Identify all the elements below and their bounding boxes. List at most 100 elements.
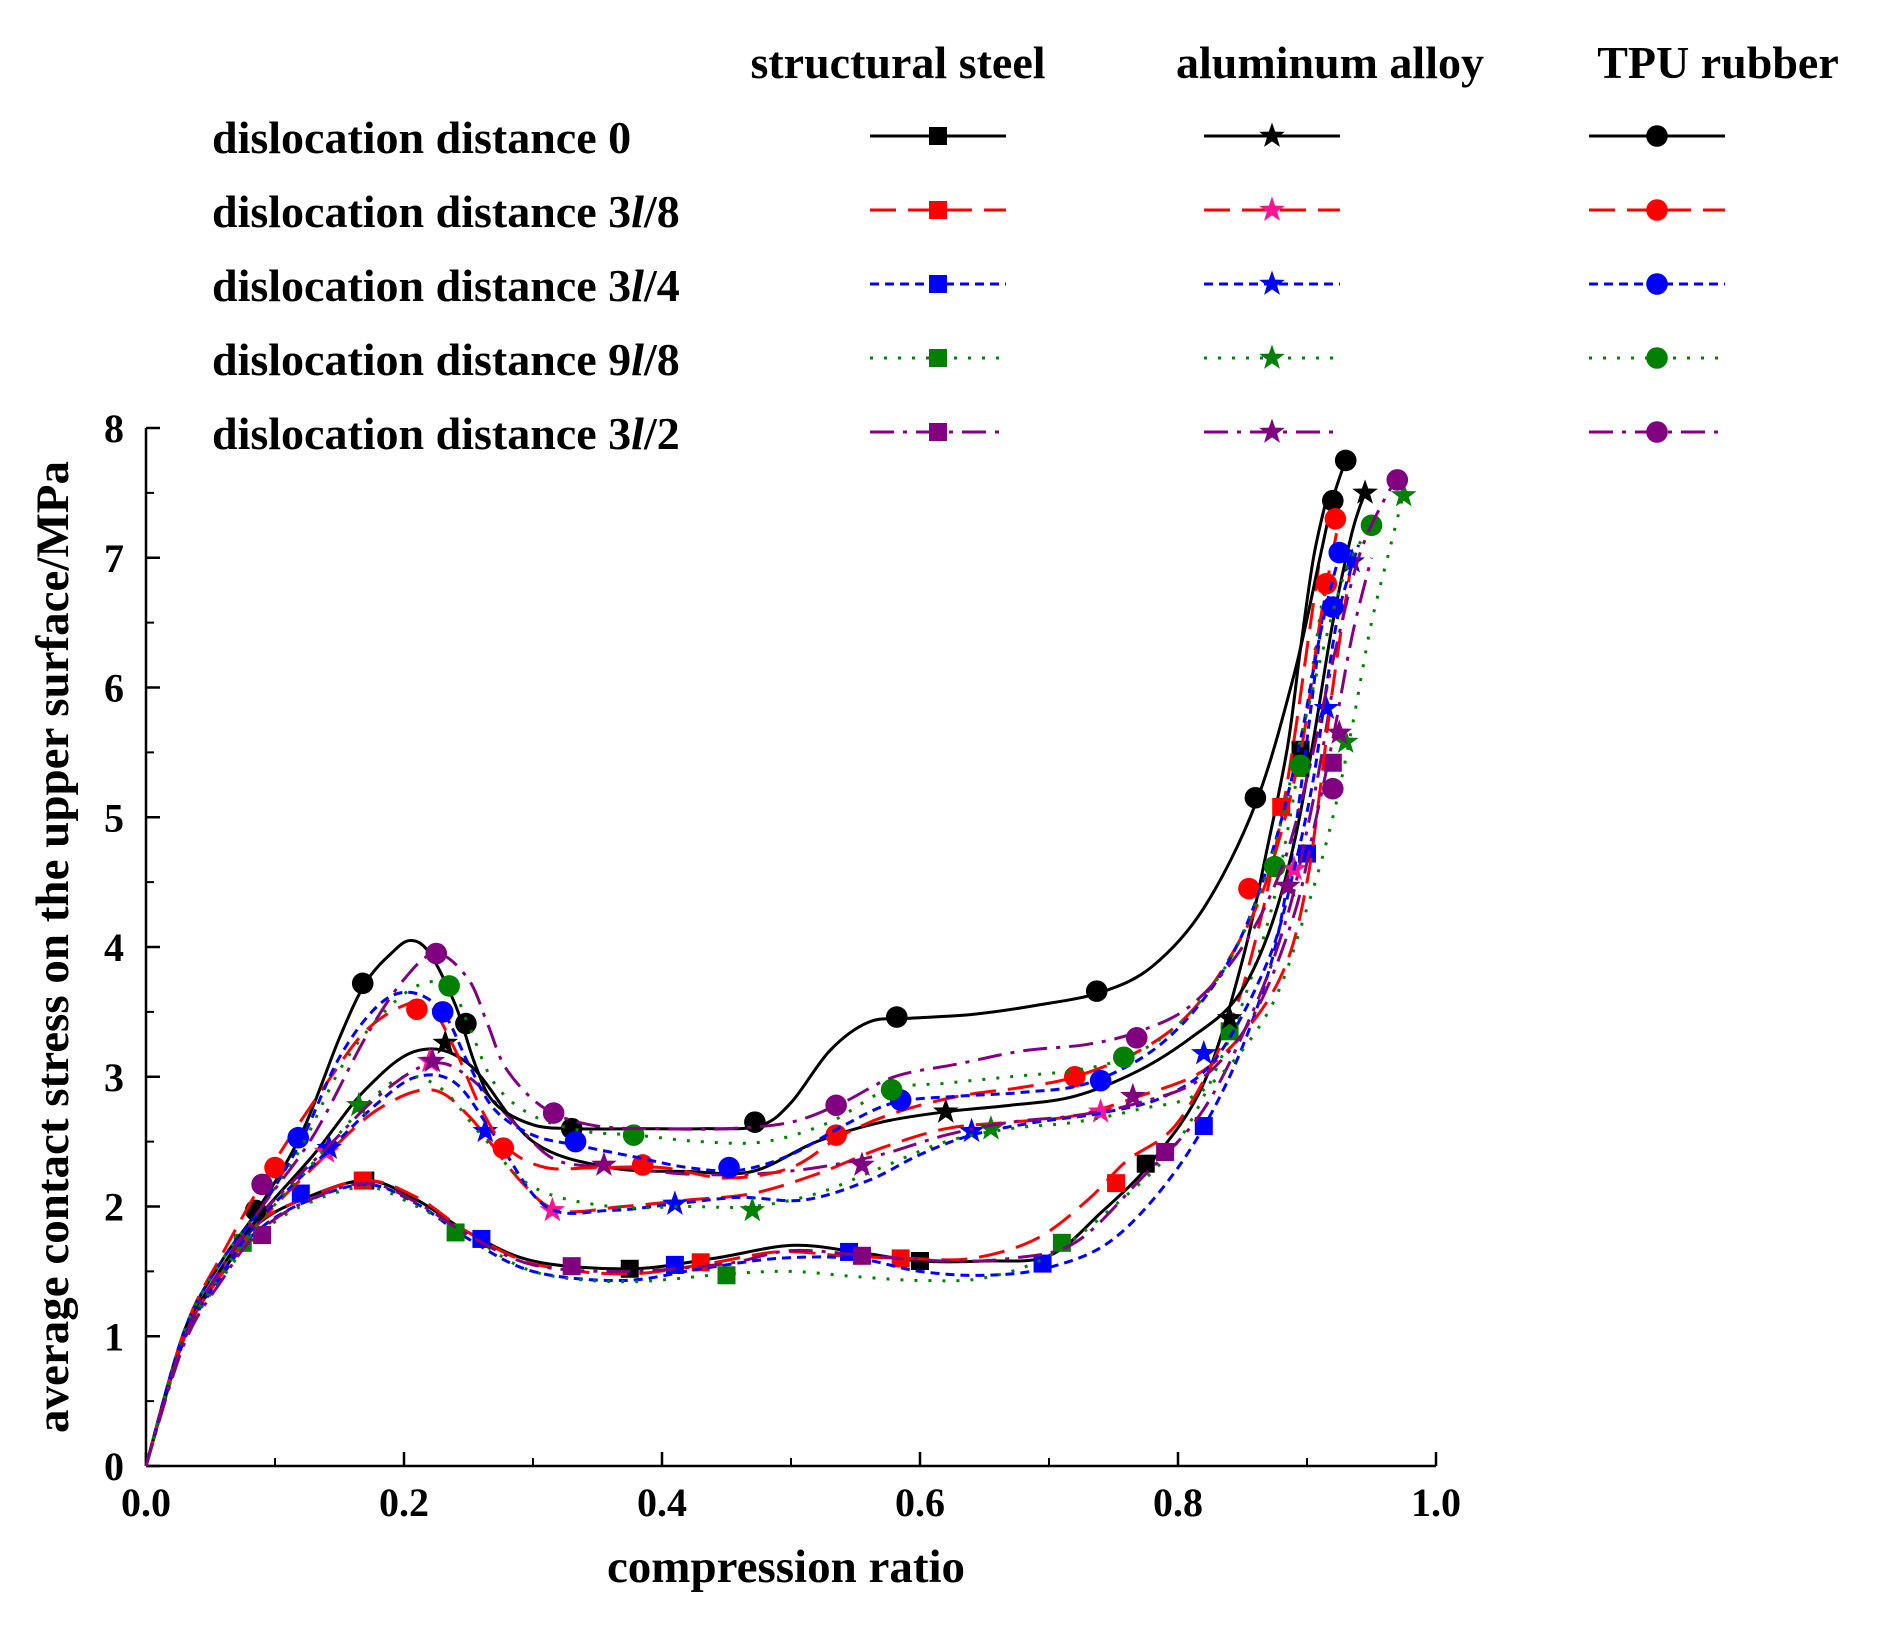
legend-swatch-aluminum-d0 [1204, 122, 1340, 147]
data-point [739, 1196, 766, 1222]
legend-swatch-marker [1646, 273, 1668, 295]
series-tpu-d0 [144, 449, 1357, 1467]
x-tick-label: 1.0 [1411, 1480, 1461, 1525]
data-point [446, 1223, 465, 1242]
series-line [144, 687, 1335, 1467]
data-point [1390, 481, 1417, 507]
data-point [1289, 754, 1312, 777]
series-aluminum-d32 [144, 557, 1373, 1467]
axes [144, 428, 1436, 1468]
series-tpu-d98 [144, 514, 1383, 1467]
series-steel-d34 [144, 583, 1328, 1467]
legend-header-steel: structural steel [750, 37, 1045, 88]
data-point [1326, 719, 1353, 744]
data-point [406, 998, 428, 1021]
data-point [1064, 1065, 1086, 1088]
series-aluminum-d38 [144, 557, 1354, 1467]
legend-swatch-tpu-d98 [1589, 347, 1725, 369]
legend-swatch-tpu-d34 [1589, 273, 1725, 295]
data-point [1216, 1004, 1243, 1030]
legend-row-label-d38: dislocation distance 3l/8 [212, 186, 680, 237]
data-point [351, 972, 374, 995]
y-tick-label: 2 [104, 1185, 124, 1230]
data-point [665, 1255, 684, 1274]
legend-swatch-marker [1646, 421, 1668, 443]
data-point [1033, 1254, 1052, 1273]
series-line [144, 492, 1367, 1467]
data-point [1328, 541, 1351, 564]
legend-header-aluminum: aluminum alloy [1176, 37, 1484, 88]
series-aluminum-d34 [144, 544, 1365, 1467]
series-line [144, 459, 1348, 1467]
legend-swatch-steel-d32 [870, 423, 1006, 441]
legend-swatch-aluminum-d98 [1204, 344, 1340, 369]
data-point [419, 1047, 446, 1073]
legend-swatch-tpu-d38 [1589, 199, 1725, 221]
data-point [849, 1151, 875, 1176]
legend-swatch-steel-d34 [870, 275, 1006, 293]
data-point [717, 1266, 736, 1285]
data-point [287, 1126, 310, 1149]
data-point [291, 1184, 310, 1203]
x-tick-label: 0.0 [121, 1480, 171, 1525]
legend-swatch-steel-d98 [870, 349, 1006, 367]
series-tpu-d32 [144, 469, 1409, 1467]
data-point [825, 1124, 847, 1146]
legend-swatch-marker [1259, 196, 1285, 221]
series-steel-d98 [144, 570, 1328, 1467]
legend-swatch-marker [929, 423, 947, 441]
series-layer [144, 449, 1417, 1467]
series-line [144, 570, 1328, 1467]
series-line [144, 499, 1328, 1467]
data-point [1334, 449, 1357, 472]
data-point [492, 1137, 515, 1159]
series-aluminum-d0 [144, 479, 1378, 1467]
data-point [1089, 1069, 1112, 1092]
legend-swatch-tpu-d0 [1589, 125, 1725, 147]
data-point [1324, 508, 1347, 530]
data-point [1194, 1117, 1213, 1136]
data-point [880, 1078, 903, 1101]
data-point [1125, 1027, 1148, 1049]
legend-row-label-d0: dislocation distance 0 [212, 112, 631, 163]
data-point [852, 1246, 871, 1265]
data-point [1322, 777, 1344, 800]
data-point [438, 975, 460, 997]
legend-row-label-d98: dislocation distance 9l/8 [212, 334, 680, 385]
data-point [1107, 1174, 1126, 1193]
data-point [564, 1130, 587, 1153]
legend-swatch-marker [929, 201, 947, 219]
data-point [1156, 1143, 1175, 1162]
data-point [455, 1012, 477, 1035]
legend-header-tpu: TPU rubber [1597, 37, 1839, 88]
data-point [539, 1196, 566, 1222]
data-point [1322, 489, 1344, 512]
legend-swatch-marker [1259, 344, 1285, 369]
series-tpu-d38 [144, 508, 1347, 1467]
series-line [144, 548, 1353, 1467]
data-point [1190, 1039, 1217, 1065]
legend-swatch-marker [929, 349, 947, 367]
legend-swatch-aluminum-d38 [1204, 196, 1340, 221]
x-tick-label: 0.6 [895, 1480, 945, 1525]
data-point [1315, 572, 1338, 595]
series-line [144, 557, 1373, 1467]
y-tick-label: 8 [104, 406, 124, 451]
series-line [144, 524, 1373, 1467]
data-point [591, 1151, 617, 1176]
legend-swatch-tpu-d32 [1589, 421, 1725, 443]
series-line [144, 518, 1341, 1467]
data-point [264, 1156, 286, 1179]
y-tick-label: 5 [104, 795, 124, 840]
x-tick-label: 0.4 [637, 1480, 687, 1525]
series-tpu-d34 [144, 541, 1353, 1467]
data-point [431, 1001, 454, 1023]
data-point [253, 1226, 272, 1245]
y-tick-label: 1 [104, 1314, 124, 1359]
data-point [1087, 1098, 1114, 1123]
series-line [144, 544, 1361, 1467]
series-line [144, 557, 1354, 1467]
y-axis-label: average contact stress on the upper surf… [27, 461, 79, 1433]
x-tick-label: 0.8 [1153, 1480, 1203, 1525]
legend-swatch-marker [1259, 418, 1285, 443]
